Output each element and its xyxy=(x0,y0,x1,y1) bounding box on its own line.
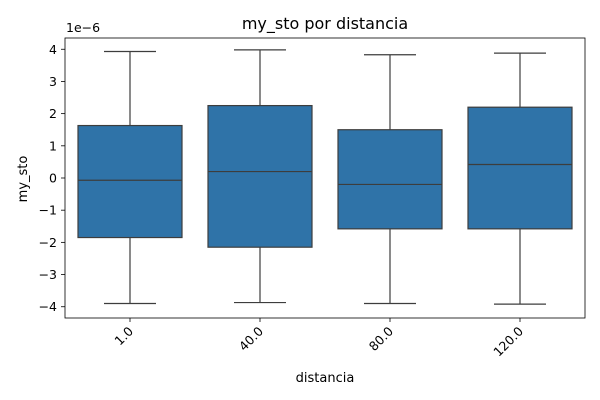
box-iqr xyxy=(337,129,443,230)
box-iqr xyxy=(77,124,183,239)
x-axis-label: distancia xyxy=(296,371,355,386)
y-tick-label: −3 xyxy=(39,267,57,282)
y-tick-label: 0 xyxy=(49,171,57,186)
y-tick-label: 1 xyxy=(49,138,57,153)
x-tick-label: 120.0 xyxy=(490,323,526,359)
x-tick-label: 80.0 xyxy=(366,323,396,353)
y-tick-label: −4 xyxy=(39,299,57,314)
y-tick-label: 3 xyxy=(49,74,57,89)
box-iqr xyxy=(207,104,313,248)
box-iqr xyxy=(467,106,573,230)
x-tick-label: 40.0 xyxy=(236,323,266,353)
y-tick-label: −1 xyxy=(39,203,57,218)
y-scale-offset-label: 1e−6 xyxy=(66,20,100,35)
y-axis-label: my_sto xyxy=(16,156,31,203)
x-tick-label: 1.0 xyxy=(111,323,136,348)
y-tick-label: −2 xyxy=(39,235,57,250)
chart-title: my_sto por distancia xyxy=(242,14,408,34)
plot-area: −4 −3 −2 −1 0 1 2 3 4 1.0 40.0 80.0 120.0 xyxy=(39,37,586,359)
y-tick-label: 2 xyxy=(49,106,57,121)
y-tick-label: 4 xyxy=(49,42,57,57)
